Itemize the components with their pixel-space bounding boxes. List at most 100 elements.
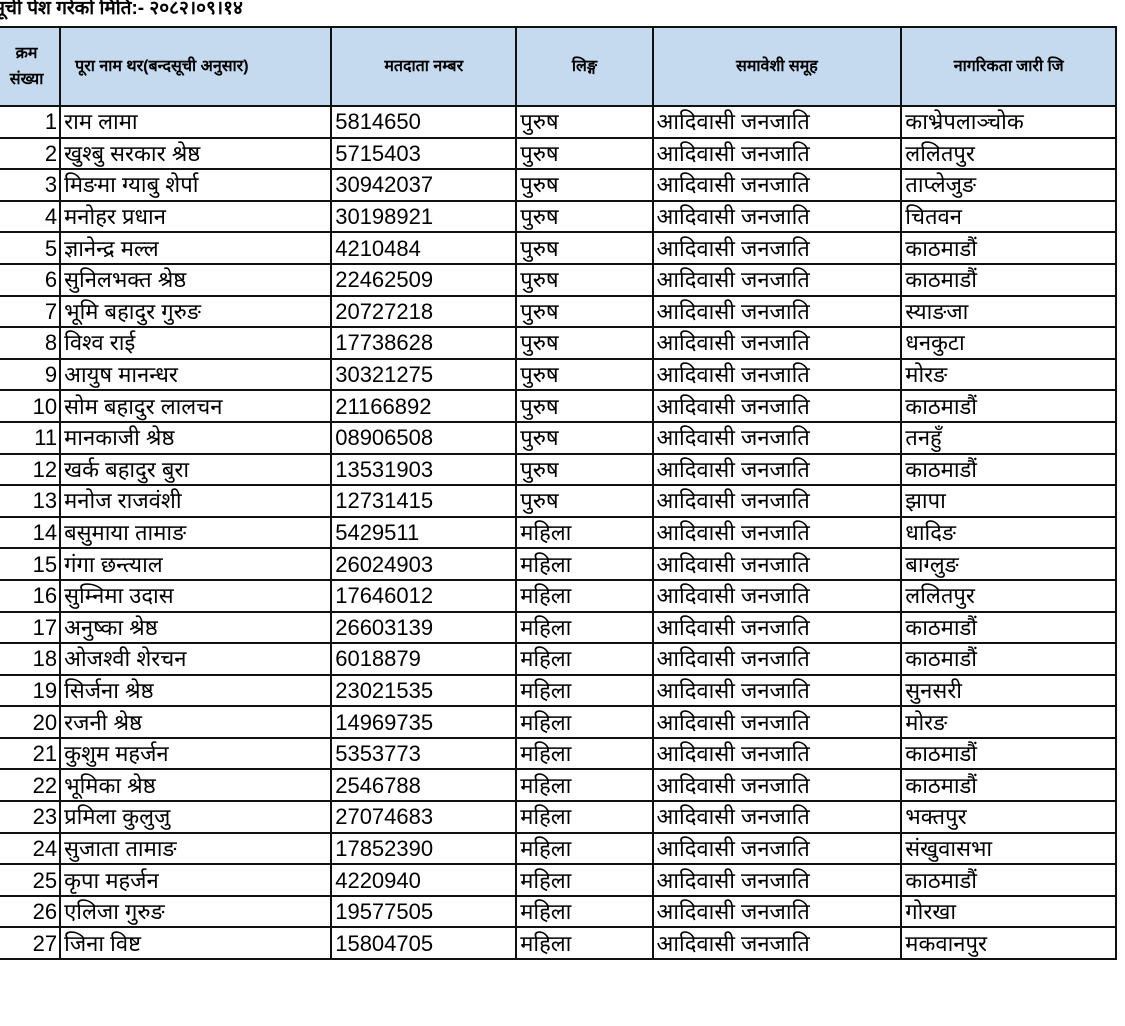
gender-cell: महिला <box>515 547 654 581</box>
voter-number-cell: 19577505 <box>330 894 518 929</box>
name-cell: गंगा छन्त्याल <box>59 547 333 581</box>
voter-number-cell: 5353773 <box>330 736 518 771</box>
group-cell: आदिवासी जनजाति <box>651 326 903 360</box>
name-cell: मनोहर प्रधान <box>59 199 333 234</box>
serial-cell: 14 <box>0 515 62 550</box>
voter-number-cell: 5814650 <box>330 105 518 139</box>
group-cell: आदिवासी जनजाति <box>651 515 903 550</box>
gender-cell: महिला <box>515 926 654 961</box>
gender-cell: महिला <box>515 673 654 708</box>
gender-cell: पुरुष <box>515 389 654 423</box>
district-cell: धादिङ <box>900 515 1117 550</box>
voter-number-cell: 23021535 <box>330 673 518 708</box>
gender-cell: महिला <box>515 642 654 676</box>
serial-cell: 7 <box>0 294 62 329</box>
candidate-table: क्रम संख्या पूरा नाम थर(बन्दसूची अनुसार)… <box>0 26 1117 961</box>
header-inclusive-group: समावेशी समूह <box>651 26 903 107</box>
serial-cell: 13 <box>0 484 62 518</box>
serial-cell: 1 <box>0 105 62 139</box>
district-cell: ललितपुर <box>900 136 1117 171</box>
gender-cell: पुरुष <box>515 262 654 297</box>
group-cell: आदिवासी जनजाति <box>651 800 903 834</box>
district-cell: काठमाडौं <box>900 231 1117 265</box>
district-cell: संखुवासभा <box>900 831 1117 866</box>
gender-cell: पुरुष <box>515 231 654 265</box>
gender-cell: पुरुष <box>515 484 654 518</box>
group-cell: आदिवासी जनजाति <box>651 736 903 771</box>
gender-cell: महिला <box>515 863 654 897</box>
serial-cell: 9 <box>0 357 62 392</box>
serial-cell: 25 <box>0 863 62 897</box>
voter-number-cell: 17852390 <box>330 831 518 866</box>
group-cell: आदिवासी जनजाति <box>651 642 903 676</box>
gender-cell: महिला <box>515 705 654 739</box>
table-row: 24 सुजाता तामाङ 17852390 महिला आदिवासी जनजात… <box>0 831 1117 866</box>
name-cell: ओजश्वी शेरचन <box>59 642 333 676</box>
name-cell: सुनिलभक्त श्रेष्ठ <box>59 262 333 297</box>
gender-cell: महिला <box>515 894 654 929</box>
name-cell: विश्व राई <box>59 326 333 360</box>
group-cell: आदिवासी जनजाति <box>651 547 903 581</box>
voter-number-cell: 30198921 <box>330 199 518 234</box>
table-row: 22 भूमिका श्रेष्ठ 2546788 महिला आदिवासी जनजा… <box>0 768 1117 803</box>
gender-cell: महिला <box>515 610 654 645</box>
serial-cell: 12 <box>0 452 62 487</box>
district-cell: काठमाडौं <box>900 736 1117 771</box>
district-cell: काठमाडौं <box>900 610 1117 645</box>
district-cell: स्याङजा <box>900 294 1117 329</box>
group-cell: आदिवासी जनजाति <box>651 136 903 171</box>
table-row: 15 गंगा छन्त्याल 26024903 महिला आदिवासी जनजा… <box>0 547 1117 581</box>
group-cell: आदिवासी जनजाति <box>651 768 903 803</box>
group-cell: आदिवासी जनजाति <box>651 831 903 866</box>
name-cell: कुशुम महर्जन <box>59 736 333 771</box>
serial-cell: 6 <box>0 262 62 297</box>
group-cell: आदिवासी जनजाति <box>651 894 903 929</box>
name-cell: सुम्निमा उदास <box>59 578 333 613</box>
district-cell: भक्तपुर <box>900 800 1117 834</box>
voter-number-cell: 30321275 <box>330 357 518 392</box>
group-cell: आदिवासी जनजाति <box>651 452 903 487</box>
district-cell: काठमाडौं <box>900 452 1117 487</box>
table-row: 2 खुश्बु सरकार श्रेष्ठ 5715403 पुरुष आदिवासी… <box>0 136 1117 171</box>
serial-cell: 16 <box>0 578 62 613</box>
gender-cell: महिला <box>515 578 654 613</box>
district-cell: मकवानपुर <box>900 926 1117 961</box>
voter-number-cell: 5715403 <box>330 136 518 171</box>
serial-cell: 5 <box>0 231 62 265</box>
header-gender: लिङ्ग <box>515 26 654 107</box>
group-cell: आदिवासी जनजाति <box>651 105 903 139</box>
name-cell: भूमिका श्रेष्ठ <box>59 768 333 803</box>
gender-cell: महिला <box>515 800 654 834</box>
gender-cell: पुरुष <box>515 420 654 455</box>
voter-number-cell: 20727218 <box>330 294 518 329</box>
voter-number-cell: 14969735 <box>330 705 518 739</box>
table-row: 11 मानकाजी श्रेष्ठ 08906508 पुरुष आदिवासी जन… <box>0 420 1117 455</box>
table-row: 26 एलिजा गुरुङ 19577505 महिला आदिवासी जनजाति… <box>0 894 1117 929</box>
group-cell: आदिवासी जनजाति <box>651 863 903 897</box>
table-row: 7 भूमि बहादुर गुरुङ 20727218 पुरुष आदिवासी ज… <box>0 294 1117 329</box>
group-cell: आदिवासी जनजाति <box>651 389 903 423</box>
serial-cell: 18 <box>0 642 62 676</box>
serial-cell: 21 <box>0 736 62 771</box>
district-cell: काठमाडौं <box>900 768 1117 803</box>
table-row: 18 ओजश्वी शेरचन 6018879 महिला आदिवासी जनजाति… <box>0 642 1117 676</box>
district-cell: ललितपुर <box>900 578 1117 613</box>
district-cell: मोरङ <box>900 705 1117 739</box>
name-cell: भूमि बहादुर गुरुङ <box>59 294 333 329</box>
district-cell: तनहुँ <box>900 420 1117 455</box>
district-cell: सुनसरी <box>900 673 1117 708</box>
group-cell: आदिवासी जनजाति <box>651 168 903 202</box>
table-row: 23 प्रमिला कुलुजु 27074683 महिला आदिवासी जनज… <box>0 800 1117 834</box>
group-cell: आदिवासी जनजाति <box>651 610 903 645</box>
group-cell: आदिवासी जनजाति <box>651 420 903 455</box>
voter-number-cell: 22462509 <box>330 262 518 297</box>
serial-cell: 11 <box>0 420 62 455</box>
voter-number-cell: 5429511 <box>330 515 518 550</box>
serial-cell: 26 <box>0 894 62 929</box>
serial-cell: 20 <box>0 705 62 739</box>
group-cell: आदिवासी जनजाति <box>651 926 903 961</box>
serial-cell: 22 <box>0 768 62 803</box>
voter-number-cell: 17646012 <box>330 578 518 613</box>
district-cell: गोरखा <box>900 894 1117 929</box>
voter-number-cell: 13531903 <box>330 452 518 487</box>
